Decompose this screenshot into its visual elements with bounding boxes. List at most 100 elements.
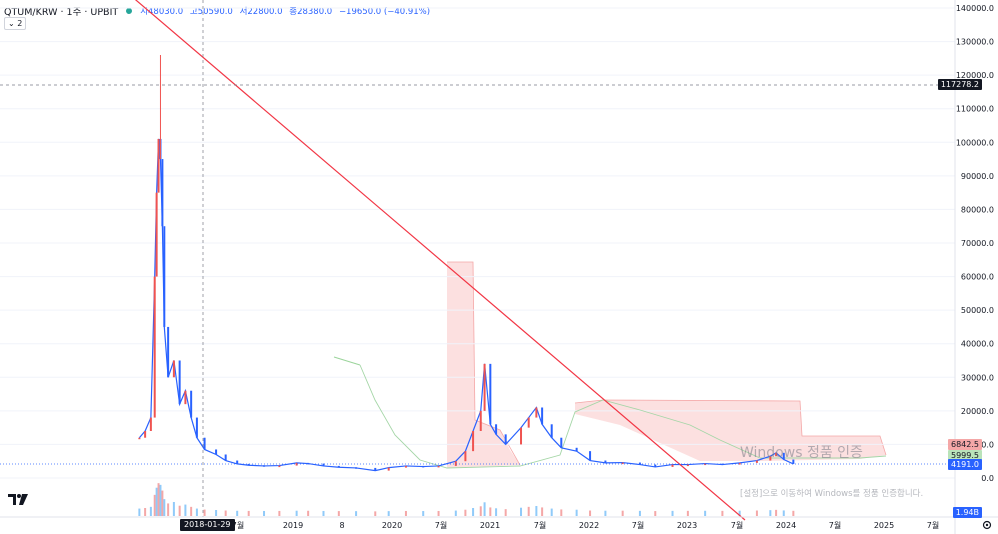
candle <box>138 437 141 440</box>
volume-bar <box>167 503 170 516</box>
volume-tag: 1.94B <box>952 507 982 518</box>
candle <box>654 464 657 467</box>
volume-bar <box>153 494 156 516</box>
candle <box>472 431 475 452</box>
candle <box>295 462 298 466</box>
volume-bar <box>404 510 407 516</box>
volume-bar <box>495 508 498 516</box>
volume-bar <box>157 483 160 516</box>
volume-bar <box>738 510 741 516</box>
ohlc-values: 시48030.0 고50590.0 저22800.0 종28380.0 −196… <box>140 5 434 17</box>
candle <box>604 460 607 463</box>
candle <box>387 467 390 471</box>
candle <box>161 159 164 227</box>
cloud-edge <box>574 399 887 456</box>
indicators-toggle-button[interactable]: ⌄ 2 <box>4 17 27 30</box>
candle <box>263 465 266 467</box>
candle <box>374 467 377 471</box>
candle <box>755 460 758 463</box>
candle <box>535 407 538 418</box>
volume-bar <box>236 510 239 516</box>
volume-bar <box>604 510 607 516</box>
x-tick-label: 2021 <box>480 521 500 530</box>
candle <box>337 465 340 468</box>
candle <box>307 462 310 465</box>
x-tick-label: 7월 <box>534 520 546 530</box>
candle <box>504 434 507 445</box>
y-tick-label: 60000.0 <box>961 273 994 282</box>
y-tick-label: 100000.0 <box>956 138 994 147</box>
volume-bar <box>163 499 166 516</box>
change-value: −19650.0 (−40.91%) <box>338 7 431 17</box>
candle <box>479 410 482 431</box>
candle <box>782 452 785 460</box>
windows-activation-note: [설정]으로 이동하여 Windows를 정품 인증합니다. <box>740 489 924 499</box>
volume-bar <box>155 487 158 516</box>
volume-bar <box>560 509 563 516</box>
volume-bar <box>138 508 141 516</box>
candle <box>172 360 175 378</box>
volume-bar <box>527 506 530 516</box>
volume-bar <box>337 511 340 516</box>
candle <box>247 463 250 466</box>
candle <box>278 465 281 468</box>
open-value: 시48030.0 <box>140 7 184 17</box>
volume-bar <box>437 510 440 516</box>
volume-bar <box>782 510 785 516</box>
candle <box>322 463 325 466</box>
volume-bar <box>224 510 227 516</box>
candle <box>236 460 239 464</box>
cloud-segment <box>575 400 886 461</box>
candle <box>163 226 166 327</box>
candle <box>638 462 641 465</box>
volume-bar <box>464 509 467 516</box>
price-axis[interactable]: 140000.0 130000.0 120000.0 110000.0 100000.0… <box>956 4 994 483</box>
volume-bar <box>144 508 147 516</box>
volume-bar <box>654 511 657 516</box>
candle <box>178 360 181 405</box>
low-value: 저22800.0 <box>239 7 283 17</box>
x-tick-label: 8 <box>339 521 344 530</box>
volume-bar <box>483 502 486 516</box>
symbol-title[interactable]: QTUM/KRW · 1주 · UPBIT <box>4 7 119 18</box>
x-tick-label: 7월 <box>232 520 244 530</box>
trendline[interactable] <box>130 0 746 521</box>
price-series <box>138 55 795 472</box>
tradingview-logo-icon[interactable] <box>7 491 29 507</box>
volume-bar <box>295 510 298 516</box>
candle <box>671 464 674 467</box>
volume-bar <box>161 490 164 516</box>
x-tick-label: 7월 <box>731 520 743 530</box>
gear-icon[interactable] <box>982 520 992 530</box>
y-tick-label: 50000.0 <box>961 306 994 315</box>
volume-bar <box>535 506 538 516</box>
candle <box>149 417 152 431</box>
candle <box>224 454 227 461</box>
volume-bar <box>489 507 492 516</box>
candle <box>489 363 492 425</box>
candle <box>184 390 187 405</box>
volume-bar <box>520 507 523 516</box>
y-tick-label: 140000.0 <box>956 4 994 13</box>
volume-bar <box>184 504 187 516</box>
x-tick-label: 2023 <box>677 521 697 530</box>
volume-bars <box>138 483 795 516</box>
candle <box>575 447 578 452</box>
candle <box>155 192 158 277</box>
volume-bar <box>721 510 724 516</box>
volume-bar <box>387 511 390 516</box>
y-tick-label: 120000.0 <box>956 71 994 80</box>
last-price-tag: 4191.0 <box>948 459 982 470</box>
volume-bar <box>278 510 281 516</box>
y-tick-label: 30000.0 <box>961 373 994 382</box>
volume-bar <box>374 511 377 516</box>
symbol-header: QTUM/KRW · 1주 · UPBIT 시48030.0 고50590.0 … <box>4 3 434 19</box>
time-axis[interactable]: 7월 2019 8 2020 7월 2021 7월 2022 7월 2023 7월 2024 7월 202… <box>232 520 939 530</box>
volume-bar <box>504 509 507 516</box>
volume-bar <box>247 510 250 516</box>
volume-bar <box>215 510 218 516</box>
x-tick-label: 7월 <box>435 520 447 530</box>
volume-bar <box>575 509 578 516</box>
